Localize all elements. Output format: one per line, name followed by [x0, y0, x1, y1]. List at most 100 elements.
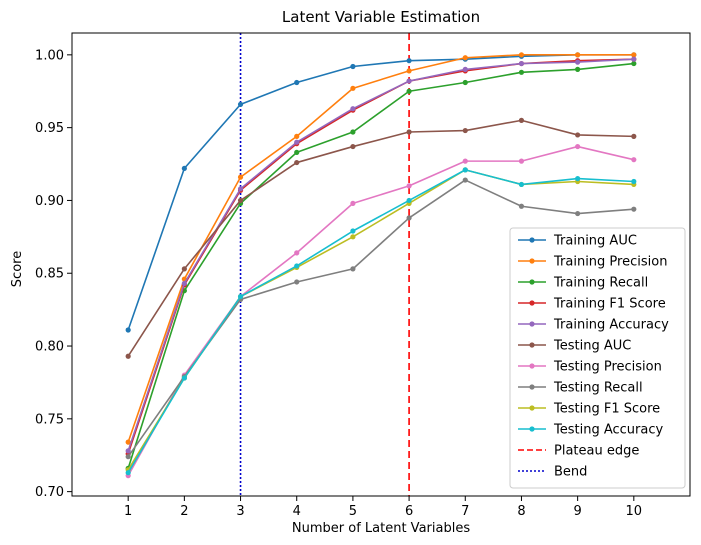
- point-training-accuracy-7: [462, 66, 468, 72]
- x-axis-title: Number of Latent Variables: [292, 521, 470, 536]
- point-testing-recall-7: [462, 177, 468, 183]
- point-testing-accuracy-5: [350, 228, 356, 234]
- x-tick-label-2: 2: [180, 504, 188, 519]
- point-testing-accuracy-2: [181, 375, 187, 381]
- point-training-accuracy-6: [406, 78, 412, 84]
- point-training-precision-10: [631, 52, 637, 58]
- point-training-accuracy-2: [181, 280, 187, 287]
- legend-label-training-accuracy: Training Accuracy: [553, 318, 669, 333]
- x-tick-label-7: 7: [461, 504, 469, 519]
- point-testing-precision-6: [406, 183, 412, 189]
- point-testing-recall-9: [575, 210, 581, 217]
- series-line-training-precision: [127, 54, 634, 443]
- point-testing-accuracy-10: [631, 178, 637, 185]
- point-testing-accuracy-4: [294, 263, 300, 269]
- x-tick-label-5: 5: [349, 504, 357, 519]
- plot-area: 1 2 3 4 5 6 7 8 9 10 0.70 0.75 0.80 0.85 0.90 0.95 1.00: [35, 32, 691, 519]
- point-testing-f1-score-5: [350, 234, 356, 240]
- point-training-auc-6: [406, 58, 412, 64]
- point-training-precision-3: [237, 174, 244, 180]
- legend-label-training-recall: Training Recall: [553, 276, 648, 291]
- point-testing-recall-6: [406, 215, 412, 221]
- point-testing-recall-10: [631, 206, 637, 212]
- legend-marker-training-precision: [529, 258, 535, 264]
- point-testing-accuracy-3: [237, 293, 244, 300]
- y-tick-label-4: 0.90: [35, 194, 64, 209]
- y-tick-label-3: 0.85: [35, 267, 64, 282]
- legend-label-testing-precision: Testing Precision: [553, 360, 662, 375]
- point-testing-recall-8: [518, 203, 525, 209]
- legend-label-testing-accuracy: Testing Accuracy: [553, 423, 663, 438]
- point-testing-accuracy-1: [125, 470, 131, 476]
- point-testing-auc-3: [237, 197, 244, 204]
- point-testing-auc-10: [631, 133, 637, 139]
- point-training-recall-10: [631, 60, 637, 67]
- legend-marker-testing-f1-score: [529, 405, 535, 411]
- point-testing-accuracy-8: [518, 181, 525, 188]
- x-tick-label-8: 8: [517, 504, 525, 519]
- plot-frame: [71, 32, 691, 497]
- point-testing-recall-4: [294, 279, 300, 285]
- y-axis-title: Score: [10, 251, 25, 287]
- y-tick-label-6: 1.00: [35, 48, 64, 63]
- point-testing-auc-4: [294, 159, 300, 166]
- legend-label-plateau-edge: Plateau edge: [554, 444, 639, 459]
- point-training-precision-5: [350, 85, 356, 91]
- legend-label-training-precision: Training Precision: [553, 255, 667, 270]
- point-testing-accuracy-9: [575, 175, 581, 182]
- point-training-precision-4: [294, 133, 300, 139]
- point-testing-accuracy-6: [406, 197, 412, 204]
- point-training-accuracy-5: [350, 106, 356, 112]
- legend-marker-training-auc: [529, 237, 535, 243]
- point-testing-auc-7: [462, 127, 468, 134]
- point-training-auc-5: [350, 63, 356, 70]
- point-testing-auc-9: [575, 132, 581, 138]
- point-testing-auc-8: [518, 117, 525, 123]
- series-line-training-accuracy: [127, 58, 634, 452]
- legend-box: [509, 227, 686, 489]
- legend-label-testing-recall: Testing Recall: [553, 381, 643, 396]
- legend-marker-testing-accuracy: [529, 426, 535, 432]
- point-training-auc-1: [125, 327, 131, 333]
- y-tick-label-1: 0.75: [35, 412, 64, 427]
- y-tick-label-0: 0.70: [35, 485, 64, 500]
- y-tick-label-5: 0.95: [35, 121, 64, 136]
- point-training-recall-9: [575, 66, 581, 72]
- legend-marker-training-f1-score: [529, 300, 535, 306]
- point-training-accuracy-10: [631, 56, 637, 62]
- point-training-accuracy-1: [125, 448, 131, 454]
- point-training-precision-6: [406, 68, 412, 74]
- x-tick-label-3: 3: [236, 504, 244, 519]
- y-tick-label-2: 0.80: [35, 340, 64, 355]
- point-testing-auc-1: [125, 353, 131, 359]
- legend-marker-training-accuracy: [529, 321, 535, 327]
- point-testing-auc-5: [350, 143, 356, 150]
- legend-marker-training-recall: [529, 279, 535, 285]
- point-training-recall-5: [350, 129, 356, 135]
- series-line-testing-accuracy: [127, 169, 634, 474]
- legend: Training AUC Training Precision Training R…: [509, 227, 686, 489]
- point-testing-auc-6: [406, 129, 412, 135]
- point-testing-precision-9: [575, 143, 581, 150]
- point-training-recall-4: [294, 149, 300, 155]
- point-training-recall-6: [406, 88, 412, 94]
- point-training-accuracy-3: [237, 186, 244, 192]
- point-training-precision-7: [462, 55, 468, 61]
- point-training-accuracy-9: [575, 59, 581, 65]
- point-testing-precision-10: [631, 157, 637, 163]
- point-training-recall-8: [518, 69, 525, 75]
- point-testing-recall-5: [350, 266, 356, 272]
- point-training-accuracy-8: [518, 60, 525, 67]
- point-training-precision-9: [575, 52, 581, 58]
- point-testing-accuracy-7: [462, 167, 468, 173]
- legend-label-bend: Bend: [554, 465, 587, 480]
- point-training-accuracy-4: [294, 139, 300, 145]
- x-tick-label-4: 4: [293, 504, 301, 519]
- x-tick-label-1: 1: [124, 504, 132, 519]
- series-line-testing-precision: [127, 145, 635, 477]
- series-line-testing-auc: [127, 119, 634, 357]
- chart-title: Latent Variable Estimation: [282, 8, 480, 26]
- point-testing-recall-1: [125, 454, 131, 460]
- point-training-recall-7: [462, 79, 468, 86]
